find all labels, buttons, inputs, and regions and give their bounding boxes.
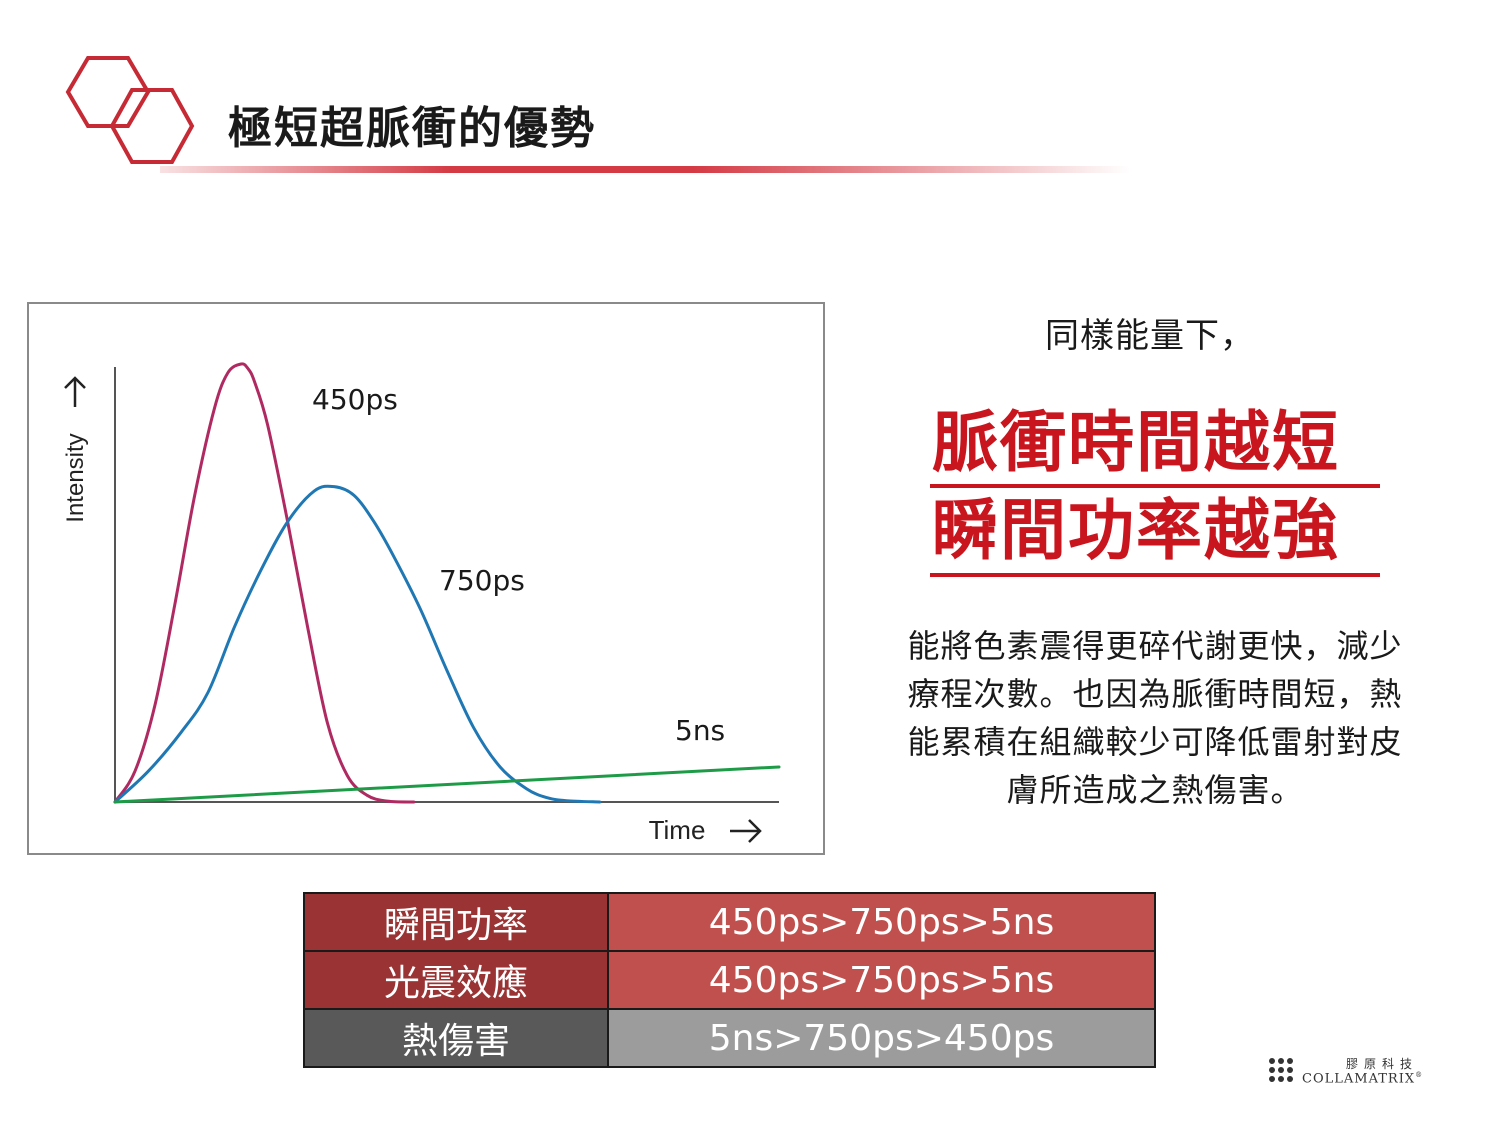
series-line-750ps <box>113 484 602 804</box>
body-line: 膚所造成之熱傷害。 <box>1006 771 1304 809</box>
series-layer <box>113 362 781 804</box>
emphasis-line-2: 瞬間功率越強 <box>932 492 1340 569</box>
pulse-intensity-chart: Intensity Time 450ps 750ps 5ns <box>62 362 781 845</box>
body-line: 能累積在組織較少可降低雷射對皮 <box>907 723 1403 761</box>
table-row: 瞬間功率 450ps>750ps>5ns <box>303 892 1156 952</box>
row-label: 光震效應 <box>303 950 609 1010</box>
row-label: 瞬間功率 <box>303 892 609 952</box>
registered-mark: ® <box>1415 1071 1424 1079</box>
emphasis-line-1: 脈衝時間越短 <box>932 404 1340 481</box>
emphasis-underline-1 <box>930 484 1380 488</box>
row-value: 450ps>750ps>5ns <box>607 950 1156 1010</box>
hexagon-logo-icon <box>65 56 195 164</box>
brand-english-text: COLLAMATRIX <box>1302 1071 1416 1087</box>
brand-english-name: COLLAMATRIX® <box>1302 1071 1423 1086</box>
row-label: 熱傷害 <box>303 1008 609 1068</box>
dots-logo-icon <box>1269 1058 1293 1082</box>
title-underline <box>160 166 1130 173</box>
table-row: 熱傷害 5ns>750ps>450ps <box>303 1008 1156 1068</box>
subheading: 同樣能量下， <box>1045 316 1255 356</box>
row-value: 450ps>750ps>5ns <box>607 892 1156 952</box>
brand-chinese-name: 膠原科技 <box>1346 1057 1419 1071</box>
table-row: 光震效應 450ps>750ps>5ns <box>303 950 1156 1010</box>
emphasis-underline-2 <box>930 573 1380 577</box>
brand-logo: 膠原科技 COLLAMATRIX® <box>1268 1055 1448 1089</box>
page-title: 極短超脈衝的優勢 <box>228 103 596 154</box>
y-axis-label: Intensity <box>62 433 89 522</box>
body-line: 療程次數。也因為脈衝時間短，熱 <box>907 675 1403 713</box>
chart-frame <box>27 302 825 855</box>
series-line-450ps <box>113 362 416 804</box>
x-axis-arrow-icon <box>730 819 762 843</box>
series-label-5ns: 5ns <box>675 714 725 747</box>
series-label-450ps: 450ps <box>312 383 398 416</box>
comparison-table: 瞬間功率 450ps>750ps>5ns 光震效應 450ps>750ps>5n… <box>303 892 1156 1068</box>
x-axis-label: Time <box>649 815 706 845</box>
y-axis-arrow-icon <box>64 376 86 407</box>
body-paragraph: 能將色素震得更碎代謝更快，減少 療程次數。也因為脈衝時間短，熱 能累積在組織較少… <box>870 622 1440 814</box>
series-label-750ps: 750ps <box>439 564 525 597</box>
body-line: 能將色素震得更碎代謝更快，減少 <box>907 627 1403 665</box>
series-line-5ns <box>113 765 781 804</box>
row-value: 5ns>750ps>450ps <box>607 1008 1156 1068</box>
